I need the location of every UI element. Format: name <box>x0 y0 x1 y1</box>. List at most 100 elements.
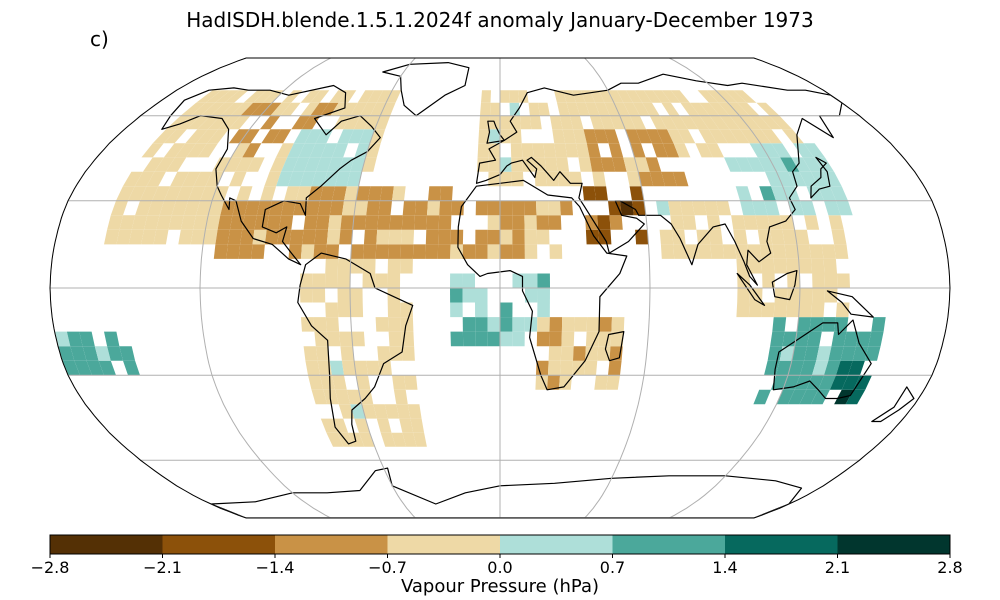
grid-cell <box>543 143 556 158</box>
grid-cell <box>837 273 850 288</box>
coastline-eurasia <box>475 73 843 286</box>
grid-cell <box>630 143 646 158</box>
grid-cell <box>548 346 562 361</box>
grid-cell <box>831 331 847 347</box>
grid-cell <box>356 186 371 201</box>
grid-cell <box>236 186 253 201</box>
grid-cell <box>314 229 329 245</box>
grid-cell <box>268 200 284 216</box>
grid-cell <box>706 215 721 230</box>
grid-cell <box>770 229 785 245</box>
grid-cell <box>560 360 573 376</box>
grid-cell <box>538 102 550 116</box>
colorbar-bin <box>837 535 951 554</box>
grid-cell <box>186 115 211 130</box>
colorbar <box>49 534 951 558</box>
grid-cell <box>576 102 590 116</box>
grid-cell <box>731 215 746 230</box>
grid-cell <box>500 229 513 245</box>
coastline-japan <box>810 156 831 199</box>
grid-cell <box>871 317 886 332</box>
colorbar-tick-label: −2.1 <box>143 558 182 577</box>
grid-cell <box>186 143 208 158</box>
grid-cell <box>341 360 356 376</box>
grid-cell <box>329 200 344 216</box>
grid-cell <box>350 244 364 259</box>
grid-cell <box>312 288 326 303</box>
grid-cell <box>361 404 377 419</box>
grid-cell <box>522 157 535 172</box>
grid-cell <box>704 200 719 216</box>
grid-cell <box>824 273 838 288</box>
grid-cell <box>620 200 634 216</box>
grid-cell <box>293 129 313 144</box>
grid-cell <box>281 157 299 172</box>
grid-cell <box>288 244 302 259</box>
grid-cell <box>387 288 401 303</box>
grid-cell <box>478 129 490 144</box>
grid-cell <box>178 229 194 245</box>
grid-cell <box>142 157 164 172</box>
grid-cell <box>391 432 407 447</box>
grid-cell <box>437 244 451 259</box>
grid-cell <box>235 157 254 172</box>
grid-cell <box>525 288 538 303</box>
grid-cell <box>401 346 415 361</box>
grid-cell <box>250 102 273 116</box>
grid-cell <box>207 129 229 144</box>
grid-cell <box>261 129 281 144</box>
grid-cell <box>806 375 824 390</box>
grid-cell <box>438 229 451 245</box>
grid-cell <box>190 102 216 116</box>
coastline-south-america <box>297 252 414 445</box>
grid-cell <box>824 288 838 303</box>
grid-cell <box>363 229 378 245</box>
grid-cell <box>260 102 282 116</box>
grid-cell <box>544 157 558 172</box>
grid-cell <box>764 200 780 216</box>
grid-cell <box>348 432 365 447</box>
grid-cell <box>719 129 739 144</box>
grid-cell <box>410 418 425 433</box>
grid-cell <box>487 331 500 347</box>
grid-cell <box>549 331 562 347</box>
grid-cell <box>823 258 837 274</box>
grid-cell <box>252 229 267 245</box>
grid-cell <box>475 302 488 318</box>
grid-cell <box>122 171 143 187</box>
grid-cell <box>242 143 262 158</box>
grid-cell <box>357 90 375 103</box>
grid-cell <box>656 129 674 144</box>
grid-cell <box>625 90 643 103</box>
grid-cell <box>537 273 550 288</box>
grid-cell <box>320 375 335 390</box>
grid-cell <box>547 375 560 390</box>
grid-cell <box>400 244 414 259</box>
grid-cell <box>606 375 620 390</box>
grid-cell <box>181 171 201 187</box>
grid-cell <box>852 346 869 361</box>
grid-cell <box>400 317 414 332</box>
colorbar-bin <box>612 535 726 554</box>
grid-cell <box>304 157 321 172</box>
grid-cell <box>229 171 247 187</box>
grid-cell <box>404 375 418 390</box>
grid-cell <box>337 273 351 288</box>
grid-cell <box>260 186 277 201</box>
grid-cell <box>589 157 604 172</box>
grid-cell <box>254 215 269 230</box>
grid-cell <box>401 215 415 230</box>
grid-cell <box>244 200 260 216</box>
grid-cell <box>320 418 338 433</box>
grid-cell <box>329 360 344 376</box>
grid-cell <box>667 129 685 144</box>
grid-cell <box>536 215 550 230</box>
grid-cell <box>821 244 836 259</box>
grid-cell <box>856 331 872 347</box>
grid-cell <box>223 157 243 172</box>
grid-cell <box>632 102 650 116</box>
grid-cell <box>487 229 500 245</box>
grid-cell <box>300 102 320 116</box>
grid-cell <box>264 229 279 245</box>
